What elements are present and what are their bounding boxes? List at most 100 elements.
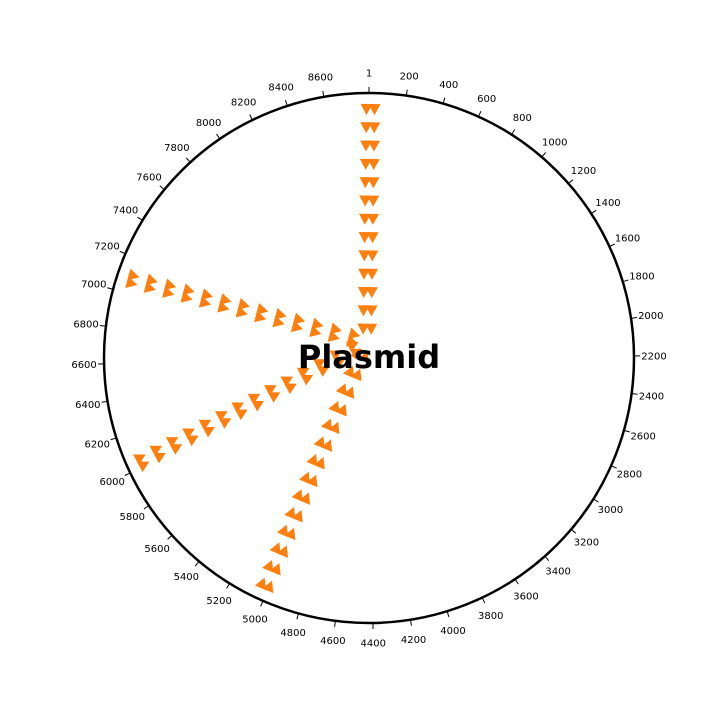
tick-label: 2800 (617, 469, 642, 480)
feature-arrowhead (290, 320, 304, 333)
tick-label: 2400 (639, 392, 664, 403)
tick-label: 5600 (144, 544, 169, 555)
tick-label: 1800 (629, 271, 654, 282)
tick-mark (446, 611, 450, 618)
tick-mark (622, 279, 629, 283)
feature-arrowhead (237, 298, 250, 310)
feature-arrowhead (251, 400, 265, 412)
feature-arrowhead (235, 305, 248, 318)
tick-label: 6400 (75, 400, 100, 411)
feature-arrowhead (198, 419, 212, 431)
tick-mark (119, 250, 126, 255)
tick-mark (511, 129, 516, 135)
feature-arrowhead (231, 402, 244, 414)
tick-mark (610, 465, 617, 469)
feature-arrowhead (335, 404, 347, 417)
feature-arrowhead (133, 454, 146, 465)
feature-arrowhead (269, 542, 281, 555)
feature-arrowhead (269, 563, 281, 576)
tick-label: 8200 (231, 98, 256, 109)
feature-arrowhead (262, 580, 274, 594)
tick-mark (260, 600, 264, 607)
feature-arrowhead (359, 158, 372, 170)
feature-arrowhead (162, 286, 175, 298)
tick-mark (185, 157, 191, 163)
feature-arrowhead (264, 385, 277, 396)
feature-arrowhead (254, 310, 267, 323)
feature-arrowhead (153, 452, 166, 464)
tick-mark (541, 152, 547, 158)
tick-label: 6600 (71, 360, 96, 371)
feature-arrowhead (149, 445, 163, 457)
feature-marker (125, 268, 361, 347)
tick-mark (481, 597, 486, 604)
feature-arrowhead (357, 286, 370, 299)
tick-mark (405, 89, 408, 96)
feature-arrowhead (306, 453, 318, 467)
feature-arrowhead (298, 471, 311, 485)
feature-arrowhead (284, 527, 296, 541)
tick-label: 1 (366, 69, 372, 80)
feature-arrowhead (267, 392, 281, 403)
tick-label: 2200 (641, 351, 666, 362)
feature-arrowhead (262, 559, 274, 573)
tick-mark (593, 498, 599, 503)
feature-arrowhead (368, 103, 381, 116)
feature-arrowhead (136, 461, 150, 473)
feature-arrowhead (329, 322, 342, 335)
feature-marker (254, 347, 369, 594)
feature-arrowhead (182, 283, 195, 295)
feature-arrowhead (284, 506, 296, 520)
tick-label: 6000 (99, 477, 124, 488)
feature-arrowhead (359, 177, 372, 189)
feature-arrowhead (357, 305, 370, 317)
feature-arrowhead (313, 457, 325, 470)
tick-mark (631, 392, 638, 395)
feature-arrowhead (328, 400, 340, 414)
tick-mark (216, 133, 221, 140)
tick-label: 1000 (542, 137, 567, 148)
feature-arrowhead (274, 307, 287, 320)
feature-arrowhead (328, 421, 340, 435)
tick-mark (159, 185, 165, 190)
feature-arrowhead (321, 418, 333, 432)
feature-arrowhead (217, 300, 230, 313)
tick-label: 2000 (638, 311, 663, 322)
tick-label: 1600 (615, 234, 640, 245)
tick-label: 8000 (196, 118, 221, 129)
tick-label: 600 (477, 94, 496, 105)
tick-label: 400 (439, 80, 458, 91)
tick-mark (609, 243, 616, 247)
feature-arrowhead (343, 386, 355, 399)
feature-arrowhead (127, 268, 140, 281)
tick-mark (110, 437, 117, 441)
tick-mark (630, 317, 638, 319)
tick-label: 800 (513, 113, 532, 124)
feature-arrowhead (360, 140, 373, 152)
feature-marker (357, 103, 381, 335)
tick-label: 3000 (598, 505, 623, 516)
feature-arrowhead (214, 411, 228, 422)
tick-label: 7000 (81, 280, 106, 291)
tick-label: 7800 (164, 143, 189, 154)
feature-arrowhead (198, 295, 212, 308)
feature-arrowhead (359, 195, 372, 207)
tick-label: 4000 (440, 626, 465, 637)
tick-label: 4400 (361, 638, 386, 649)
tick-mark (568, 179, 574, 184)
feature-arrowhead (254, 577, 266, 591)
feature-arrowhead (348, 327, 361, 340)
feature-arrowhead (358, 232, 371, 244)
feature-arrowhead (145, 273, 158, 286)
feature-arrowhead (358, 250, 371, 262)
feature-arrowhead (202, 426, 215, 438)
tick-label: 4800 (280, 628, 305, 639)
feature-arrowhead (366, 268, 379, 280)
feature-arrowhead (365, 287, 378, 299)
tick-mark (477, 110, 482, 117)
feature-arrowhead (280, 376, 294, 388)
tick-label: 4200 (401, 635, 426, 646)
feature-arrowhead (357, 351, 369, 364)
feature-arrowhead (350, 368, 362, 382)
